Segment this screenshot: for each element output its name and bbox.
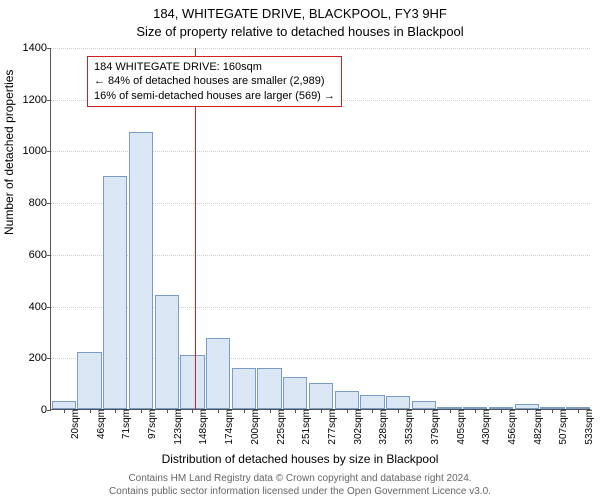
y-axis-label: Number of detached properties [2,70,16,235]
y-tick-label: 800 [29,197,51,209]
x-tick-mark [218,409,219,413]
bar [180,355,204,409]
x-tick-label: 123sqm [171,409,184,445]
bar [309,383,333,409]
x-tick-label: 533sqm [582,409,595,445]
footer-line2: Contains public sector information licen… [0,486,600,497]
x-tick-mark [552,409,553,413]
y-tick-label: 600 [29,249,51,261]
x-tick-mark [270,409,271,413]
x-tick-label: 251sqm [299,409,312,445]
x-tick-mark [321,409,322,413]
bar [129,132,153,409]
bar [77,352,101,409]
x-tick-mark [527,409,528,413]
chart-subtitle: Size of property relative to detached ho… [0,24,600,39]
x-tick-mark [501,409,502,413]
x-tick-label: 405sqm [454,409,467,445]
x-tick-label: 507sqm [556,409,569,445]
x-tick-label: 379sqm [428,409,441,445]
x-tick-label: 225sqm [274,409,287,445]
x-tick-mark [424,409,425,413]
bar [232,368,256,409]
bar [283,377,307,409]
chart-title: 184, WHITEGATE DRIVE, BLACKPOOL, FY3 9HF [0,6,600,21]
bar [103,176,127,409]
y-tick-label: 0 [41,404,51,416]
x-axis-label: Distribution of detached houses by size … [0,452,600,466]
x-tick-mark [90,409,91,413]
bar [412,401,436,409]
bar [52,401,76,409]
annotation-line3: 16% of semi-detached houses are larger (… [94,89,335,103]
x-tick-label: 20sqm [68,409,81,439]
x-tick-mark [398,409,399,413]
x-tick-label: 430sqm [479,409,492,445]
x-tick-label: 353sqm [402,409,415,445]
bar [360,395,384,409]
x-tick-label: 328sqm [376,409,389,445]
x-tick-mark [167,409,168,413]
x-tick-label: 277sqm [325,409,338,445]
x-tick-label: 97sqm [145,409,158,439]
y-tick-label: 1400 [23,42,51,54]
x-tick-mark [192,409,193,413]
x-tick-mark [141,409,142,413]
x-tick-mark [115,409,116,413]
gridline [51,48,590,49]
annotation-box: 184 WHITEGATE DRIVE: 160sqm ← 84% of det… [87,56,342,107]
x-tick-label: 302sqm [351,409,364,445]
plot-area: 020040060080010001200140020sqm46sqm71sqm… [50,48,590,410]
x-tick-mark [578,409,579,413]
bar [386,396,410,409]
bar [155,295,179,409]
y-tick-label: 1200 [23,94,51,106]
x-tick-mark [295,409,296,413]
x-tick-label: 71sqm [119,409,132,439]
bar [206,338,230,409]
y-tick-label: 1000 [23,145,51,157]
annotation-line2: ← 84% of detached houses are smaller (2,… [94,74,335,88]
footer-line1: Contains HM Land Registry data © Crown c… [0,473,600,484]
x-tick-mark [64,409,65,413]
x-tick-label: 482sqm [531,409,544,445]
x-tick-mark [347,409,348,413]
x-tick-mark [244,409,245,413]
bar [257,368,281,409]
x-tick-mark [450,409,451,413]
x-tick-mark [372,409,373,413]
x-tick-label: 456sqm [505,409,518,445]
x-tick-label: 200sqm [248,409,261,445]
y-tick-label: 400 [29,301,51,313]
x-tick-label: 46sqm [94,409,107,439]
y-tick-label: 200 [29,352,51,364]
annotation-line1: 184 WHITEGATE DRIVE: 160sqm [94,60,335,74]
x-tick-mark [475,409,476,413]
chart-container: 184, WHITEGATE DRIVE, BLACKPOOL, FY3 9HF… [0,0,600,500]
x-tick-label: 174sqm [222,409,235,445]
x-tick-label: 148sqm [196,409,209,445]
bar [335,391,359,409]
